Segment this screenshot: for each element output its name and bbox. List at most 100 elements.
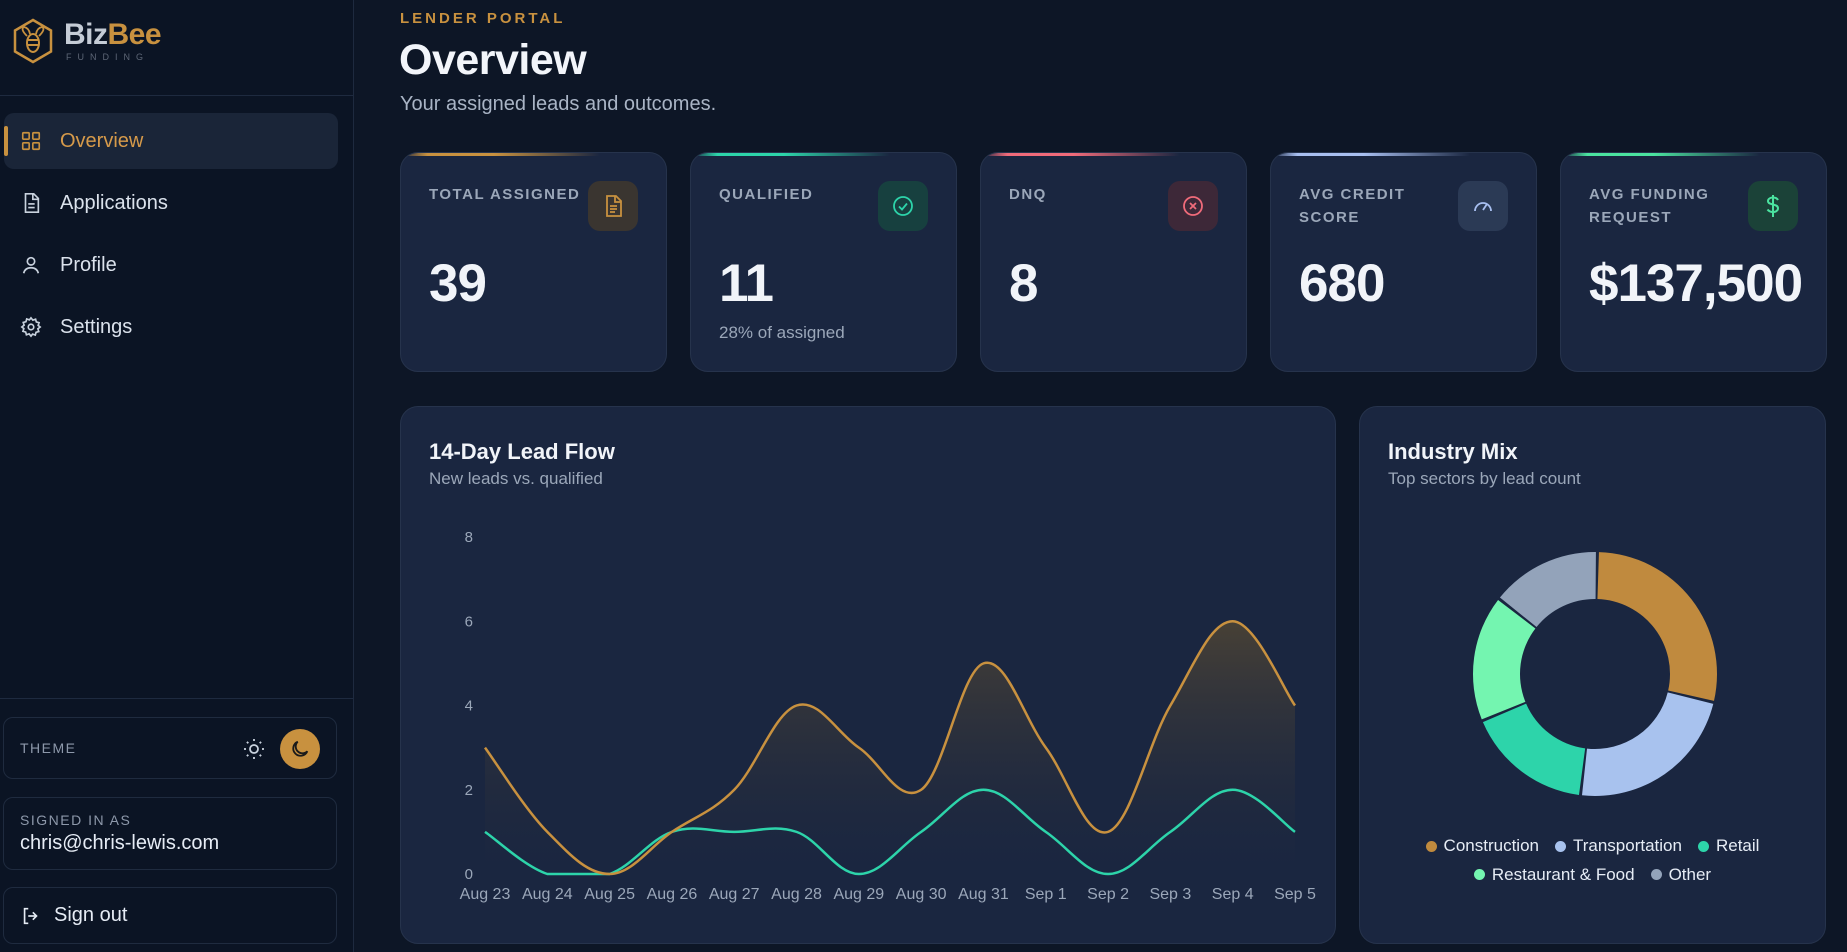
donut-slice-transportation: [1582, 692, 1714, 796]
sidebar-item-profile[interactable]: Profile: [4, 237, 338, 293]
donut-slice-restaurant-food: [1473, 599, 1536, 720]
donut-slice-other: [1499, 552, 1596, 627]
stat-value: 680: [1299, 254, 1385, 313]
lead-flow-chart: 0 2 4 6 8 Aug 23 Aug 24 Aug 25 Aug 26 Aug 27 Aug 2…: [460, 529, 1316, 903]
y-tick-label: 6: [465, 613, 473, 630]
stat-card-dnq: DNQ 8: [980, 152, 1247, 372]
x-tick-label: Sep 4: [1212, 886, 1254, 903]
stat-label: AVG CREDIT SCORE: [1299, 186, 1406, 226]
bee-hexagon-icon: [13, 18, 53, 64]
series-area-primary: [485, 621, 1295, 874]
legend-item: Retail: [1697, 832, 1760, 860]
legend-label: Transportation: [1572, 836, 1682, 855]
series-line-qualified: [484, 788, 1296, 876]
moon-icon: [292, 740, 309, 757]
stat-label: TOTAL ASSIGNED: [429, 186, 581, 203]
legend-label: Other: [1668, 864, 1712, 884]
x-tick-label: Aug 28: [771, 886, 822, 903]
legend-label: Retail: [1715, 836, 1760, 855]
user-email: chris@chris-lewis.com: [20, 832, 220, 854]
legend-swatch: [1554, 840, 1566, 852]
stat-card-avg-credit-score: AVG CREDIT SCORE 680: [1270, 152, 1537, 372]
legend-item: Restaurant & Food: [1473, 861, 1635, 889]
signed-in-label: SIGNED IN AS: [20, 812, 132, 828]
dollar-icon: [1748, 181, 1798, 231]
sidebar-item-overview[interactable]: Overview: [4, 113, 338, 169]
x-tick-label: Aug 25: [584, 886, 635, 903]
donut-slice-construction: [1597, 552, 1717, 701]
x-tick-label: Sep 1: [1025, 886, 1067, 903]
signed-in-panel: SIGNED IN AS chris@chris-lewis.com: [3, 797, 337, 870]
logout-icon: [23, 907, 38, 924]
stat-value: 8: [1009, 254, 1039, 313]
panel-title: Industry Mix: [1388, 439, 1518, 464]
x-tick-label: Aug 23: [460, 886, 511, 903]
stat-card-total-assigned: TOTAL ASSIGNED 39: [400, 152, 667, 372]
sidebar-item-label: Applications: [60, 191, 168, 214]
chart-legend: Construction Transportation Retail Restaura…: [1360, 832, 1825, 889]
sidebar: BizBee FUNDING Overview Applications Pro…: [0, 0, 354, 952]
industry-mix-panel: Industry Mix Top sectors by lead count C…: [1359, 406, 1826, 944]
legend-label: Construction: [1443, 836, 1539, 855]
brand-tagline: FUNDING: [66, 52, 149, 62]
sign-out-button[interactable]: Sign out: [3, 887, 337, 944]
stat-card-avg-funding-request: AVG FUNDING REQUEST $137,500: [1560, 152, 1827, 372]
y-tick-label: 2: [465, 782, 473, 799]
divider: [0, 698, 354, 699]
legend-label: Restaurant & Food: [1491, 864, 1635, 884]
x-tick-label: Sep 5: [1274, 886, 1316, 903]
check-circle-icon: [878, 181, 928, 231]
y-tick-label: 0: [465, 866, 473, 883]
stat-value: $137,500: [1589, 254, 1803, 313]
y-tick-label: 8: [465, 529, 473, 546]
sign-out-label: Sign out: [54, 904, 128, 926]
sun-icon[interactable]: [242, 737, 266, 761]
series-line-new-leads: [483, 619, 1297, 876]
portal-eyebrow: LENDER PORTAL: [400, 10, 566, 27]
legend-swatch: [1697, 840, 1709, 852]
sidebar-item-label: Overview: [60, 129, 144, 152]
user-icon: [22, 256, 40, 274]
legend-swatch: [1425, 840, 1437, 852]
sidebar-item-settings[interactable]: Settings: [4, 299, 338, 355]
theme-switcher: THEME: [3, 717, 337, 779]
stat-label: QUALIFIED: [719, 186, 814, 203]
page-title: Overview: [399, 36, 587, 84]
brand-logo[interactable]: BizBee FUNDING: [12, 18, 162, 64]
dark-mode-toggle[interactable]: [280, 729, 320, 769]
panel-subtitle: Top sectors by lead count: [1388, 469, 1581, 488]
legend-item: Construction: [1425, 832, 1539, 860]
legend-item: Transportation: [1554, 832, 1682, 860]
stat-value: 11: [719, 254, 774, 313]
stat-card-qualified: QUALIFIED 11 28% of assigned: [690, 152, 957, 372]
stat-label: AVG FUNDING REQUEST: [1589, 186, 1710, 226]
x-tick-label: Aug 29: [833, 886, 884, 903]
legend-swatch: [1473, 869, 1485, 880]
document-icon: [588, 181, 638, 231]
document-icon: [24, 193, 40, 213]
panel-title: 14-Day Lead Flow: [429, 439, 615, 464]
stat-label: DNQ: [1009, 186, 1047, 203]
legend-item: Other: [1650, 861, 1712, 889]
page-subtitle: Your assigned leads and outcomes.: [400, 93, 717, 115]
x-tick-label: Aug 26: [647, 886, 698, 903]
sidebar-nav: Overview Applications Profile Settings: [4, 113, 338, 361]
legend-swatch: [1650, 869, 1662, 880]
gear-icon: [20, 316, 42, 338]
theme-label: THEME: [20, 740, 77, 756]
sidebar-item-label: Settings: [60, 315, 133, 338]
grid-icon: [21, 131, 41, 151]
gauge-icon: [1458, 181, 1508, 231]
sidebar-item-applications[interactable]: Applications: [4, 175, 338, 231]
x-tick-label: Sep 3: [1149, 886, 1191, 903]
divider: [0, 95, 354, 96]
donut-slice-retail: [1482, 703, 1586, 795]
x-tick-label: Aug 30: [896, 886, 947, 903]
panel-subtitle: New leads vs. qualified: [429, 469, 603, 488]
x-circle-icon: [1168, 181, 1218, 231]
y-tick-label: 4: [465, 698, 473, 715]
brand-name: BizBee: [64, 18, 162, 51]
sidebar-item-label: Profile: [60, 253, 117, 276]
x-tick-label: Aug 24: [522, 886, 573, 903]
x-tick-label: Sep 2: [1087, 886, 1129, 903]
